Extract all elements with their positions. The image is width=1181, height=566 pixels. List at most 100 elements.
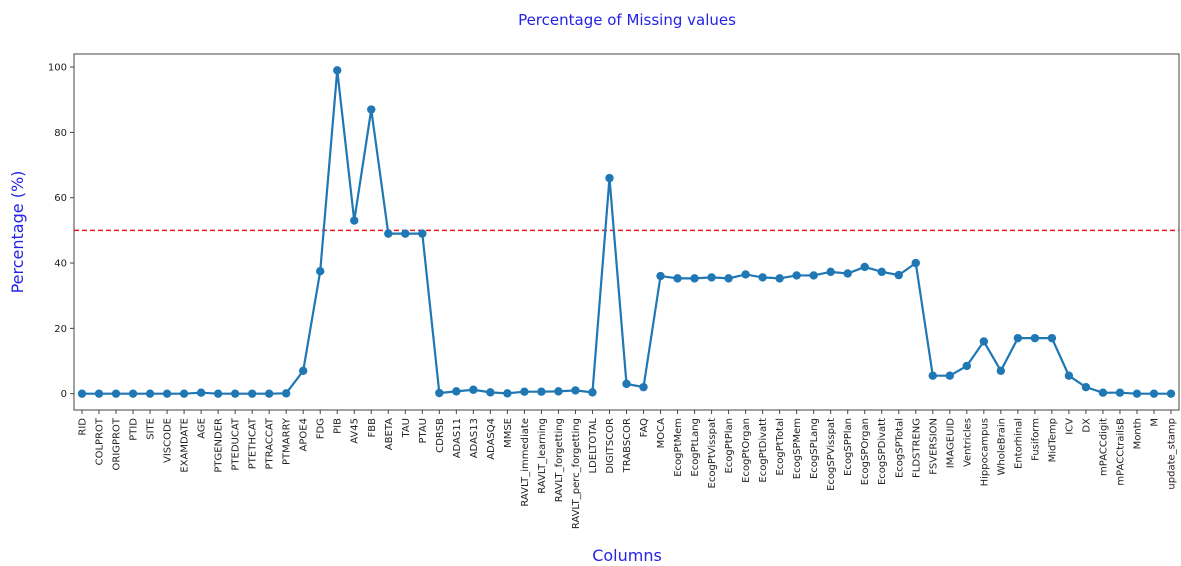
x-tick-label: EXAMDATE [180,418,191,473]
data-point [962,361,972,371]
data-point [605,173,614,183]
x-tick-label: AV45 [350,418,361,444]
data-point [724,274,733,283]
x-tick-label: WholeBrain [996,418,1007,476]
y-tick-label: 60 [54,193,67,204]
x-tick-label: SITE [146,418,157,440]
x-tick-label: TRABSCOR [622,418,633,473]
x-tick-label: mPACCdigit [1098,418,1109,476]
x-tick-label: PTGENDER [214,418,225,473]
data-point [401,229,410,238]
data-point [247,389,257,398]
x-tick-label: Fusiform [1030,418,1041,461]
data-point [945,371,954,380]
x-tick-label: FLDSTRENG [911,418,922,478]
x-tick-label: MOCA [656,418,667,448]
data-point [230,389,240,398]
data-point [128,389,138,398]
x-tick-label: ADASQ4 [486,418,497,460]
x-tick-label: EcogPtVisspat [707,418,718,489]
data-point [1149,389,1159,398]
x-tick-label: CDRSB [435,418,446,453]
x-tick-label: FSVERSION [928,418,939,475]
data-point [1115,388,1125,397]
data-point [418,229,427,238]
data-point [1064,371,1074,380]
x-tick-label: RAVLT_perc_forgetting [571,418,582,529]
x-tick-label: DIGITSCOR [605,418,616,474]
x-tick-label: EcogSPLang [809,418,820,479]
data-point [690,274,699,283]
x-tick-label: PTETHCAT [248,417,259,469]
data-point [622,379,631,389]
x-tick-label: PTRACCAT [265,417,276,469]
x-tick-label: Month [1132,418,1143,449]
y-tick-label: 40 [54,259,67,270]
data-point [299,366,308,376]
data-point [792,271,801,280]
data-point [452,387,461,396]
x-tick-label: EcogSPMem [792,418,803,479]
data-point [860,262,869,272]
x-tick-label: ADAS11 [452,418,463,458]
data-point [1098,388,1108,397]
y-tick-label: 0 [61,389,67,400]
x-tick-label: EcogSPPlan [843,418,854,476]
data-point [1047,333,1057,343]
x-tick-label: update_stamp [1167,418,1178,490]
x-tick-label: DX [1081,418,1092,433]
x-tick-label: EcogPtPlan [724,418,735,474]
data-point [979,337,989,346]
x-tick-label: RAVLT_immediate [520,418,531,507]
x-tick-label: EcogPtDivatt [758,418,769,483]
x-tick-label: Entorhinal [1013,418,1024,469]
data-point [435,388,444,398]
x-tick-label: RAVLT_learning [537,418,548,494]
data-point [384,229,393,238]
data-point [588,388,597,397]
data-point [775,274,784,283]
x-tick-label: VISCODE [163,418,174,463]
data-line [81,70,1171,395]
data-point [1166,389,1176,398]
y-tick-label: 20 [54,324,67,335]
x-tick-label: Ventricles [962,418,973,467]
data-point [281,389,291,398]
data-point [213,389,223,398]
y-tick-label: 100 [48,63,67,74]
data-point [911,258,920,268]
x-tick-label: EcogSPVisspat [826,418,837,491]
data-point [554,387,563,396]
x-tick-label: ORIGPROT [112,417,123,470]
x-tick-label: EcogSPDivatt [877,418,888,485]
x-tick-label: PTEDUCAT [231,417,242,471]
data-point [894,270,903,280]
x-tick-label: EcogPtLang [690,418,701,477]
x-tick-label: ABETA [384,418,395,450]
data-point [333,66,342,75]
x-tick-label: IMAGEUID [945,418,956,469]
x-tick-label: PIB [333,418,344,434]
data-point [707,273,716,282]
data-point [996,366,1006,376]
data-point [179,389,189,398]
data-point [196,388,206,397]
data-point [928,371,937,380]
x-tick-label: EcogPtMem [673,418,684,477]
data-point [503,389,512,398]
x-tick-label: ADAS13 [469,418,480,458]
data-point [1132,389,1142,398]
data-point [1081,382,1091,392]
x-tick-label: ICV [1064,418,1075,435]
data-point [656,271,665,281]
data-point [162,389,172,398]
x-tick-label: Hippocampus [979,418,990,486]
data-point [1013,333,1023,343]
y-axis-label: Percentage (%) [8,171,27,294]
x-tick-label: LDELTOTAL [588,418,599,474]
data-point [877,267,886,277]
data-point [350,216,359,225]
data-point [571,386,580,395]
x-tick-label: FBB [367,418,378,438]
